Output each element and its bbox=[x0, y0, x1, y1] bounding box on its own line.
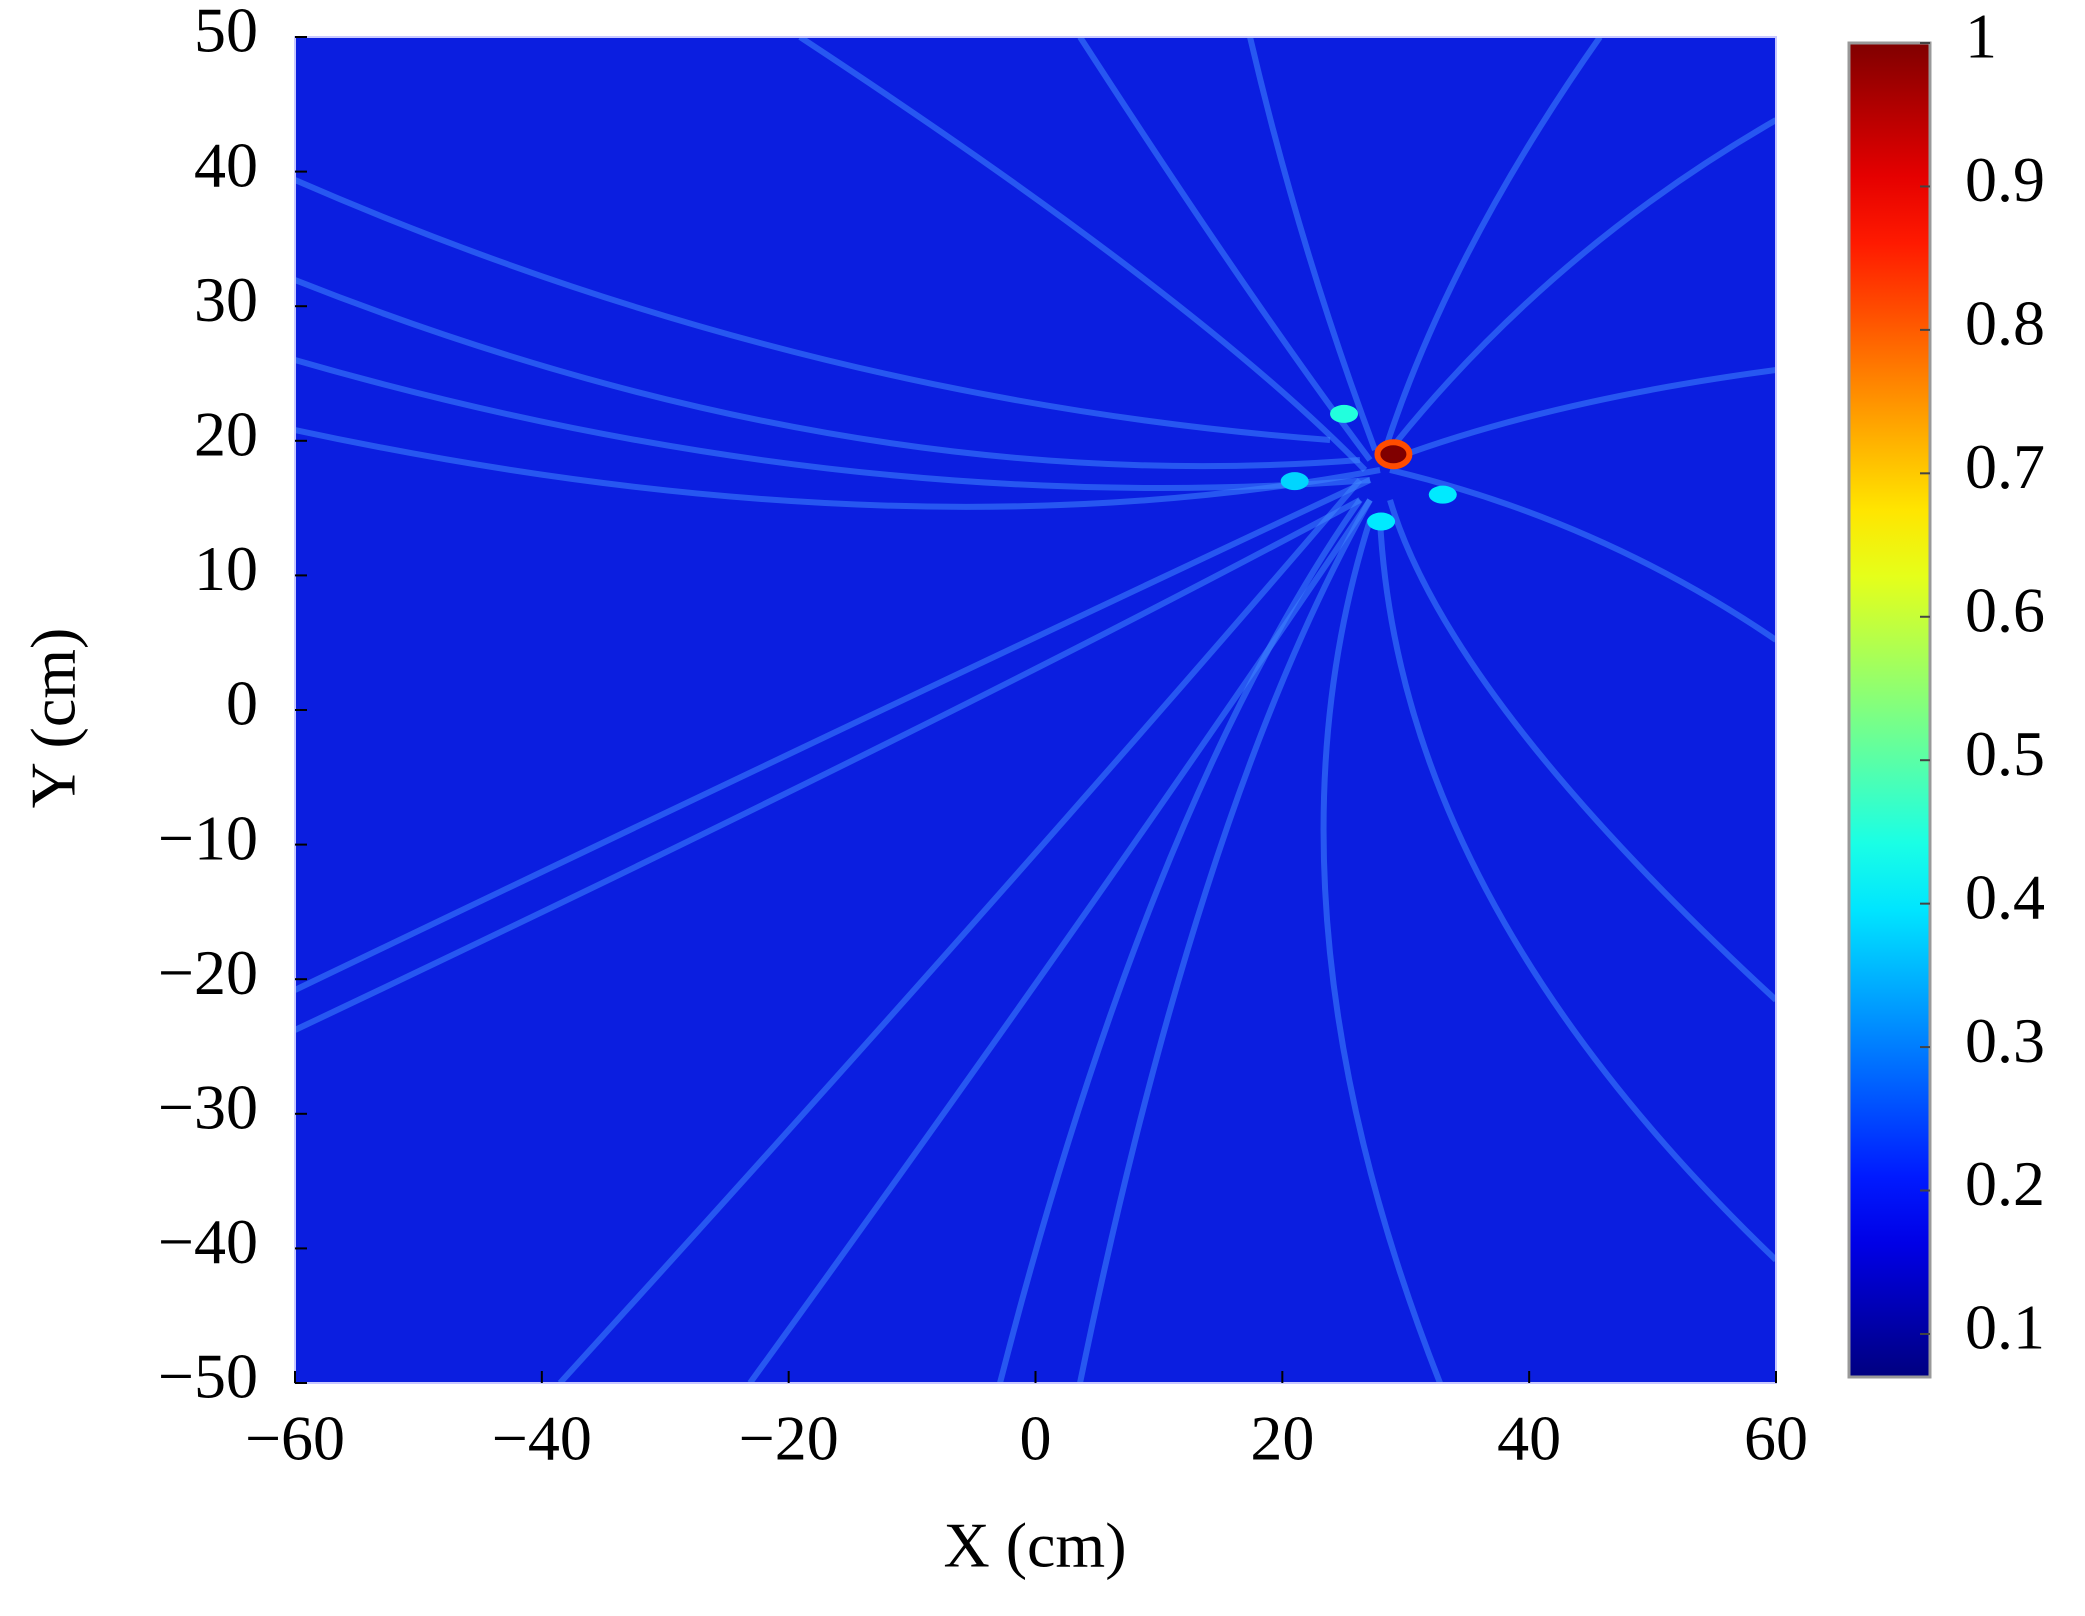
colorbar bbox=[1847, 41, 1932, 1379]
hot-spot bbox=[1367, 512, 1396, 531]
y-tick-label: 40 bbox=[194, 129, 258, 200]
colorbar-tick-label: 0.3 bbox=[1965, 1005, 2045, 1076]
y-tick-label: −30 bbox=[158, 1071, 258, 1142]
y-tick-label: 20 bbox=[194, 398, 258, 469]
colorbar-tick-label: 0.4 bbox=[1965, 861, 2045, 932]
x-tick-label: −40 bbox=[492, 1403, 592, 1474]
y-tick-label: −50 bbox=[158, 1341, 258, 1412]
y-tick-label: 30 bbox=[194, 264, 258, 335]
x-tick-label: −60 bbox=[245, 1403, 345, 1474]
plot-background bbox=[295, 37, 1776, 1383]
x-tick-label: 20 bbox=[1250, 1403, 1314, 1474]
colorbar-tick-label: 0.6 bbox=[1965, 574, 2045, 645]
x-axis-label: X (cm) bbox=[943, 1510, 1126, 1581]
streaks bbox=[295, 37, 1776, 1383]
hot-spot bbox=[1374, 439, 1413, 470]
hot-spot bbox=[1330, 404, 1359, 423]
colorbar-tick-label: 0.7 bbox=[1965, 431, 2045, 502]
y-tick-label: −10 bbox=[158, 802, 258, 873]
colorbar-tick-label: 0.2 bbox=[1965, 1148, 2045, 1219]
x-tick-label: 40 bbox=[1497, 1403, 1561, 1474]
y-tick-label: −20 bbox=[158, 937, 258, 1008]
y-tick-label: 50 bbox=[194, 0, 258, 66]
hot-spot bbox=[1428, 485, 1457, 504]
y-tick-label: 10 bbox=[194, 533, 258, 604]
y-tick-label: −40 bbox=[158, 1206, 258, 1277]
x-tick-label: 0 bbox=[1020, 1403, 1052, 1474]
hot-spot bbox=[1280, 472, 1309, 491]
y-tick-label: 0 bbox=[226, 668, 258, 739]
colorbar-tick-label: 0.1 bbox=[1965, 1292, 2045, 1363]
colorbar-tick-label: 1 bbox=[1965, 1, 1997, 72]
x-tick-label: −20 bbox=[739, 1403, 839, 1474]
y-axis-label: Y (cm) bbox=[18, 628, 89, 809]
x-tick-label: 60 bbox=[1744, 1403, 1808, 1474]
colorbar-tick-label: 0.5 bbox=[1965, 718, 2045, 789]
colorbar-tick-label: 0.8 bbox=[1965, 288, 2045, 359]
colorbar-tick-label: 0.9 bbox=[1965, 144, 2045, 215]
